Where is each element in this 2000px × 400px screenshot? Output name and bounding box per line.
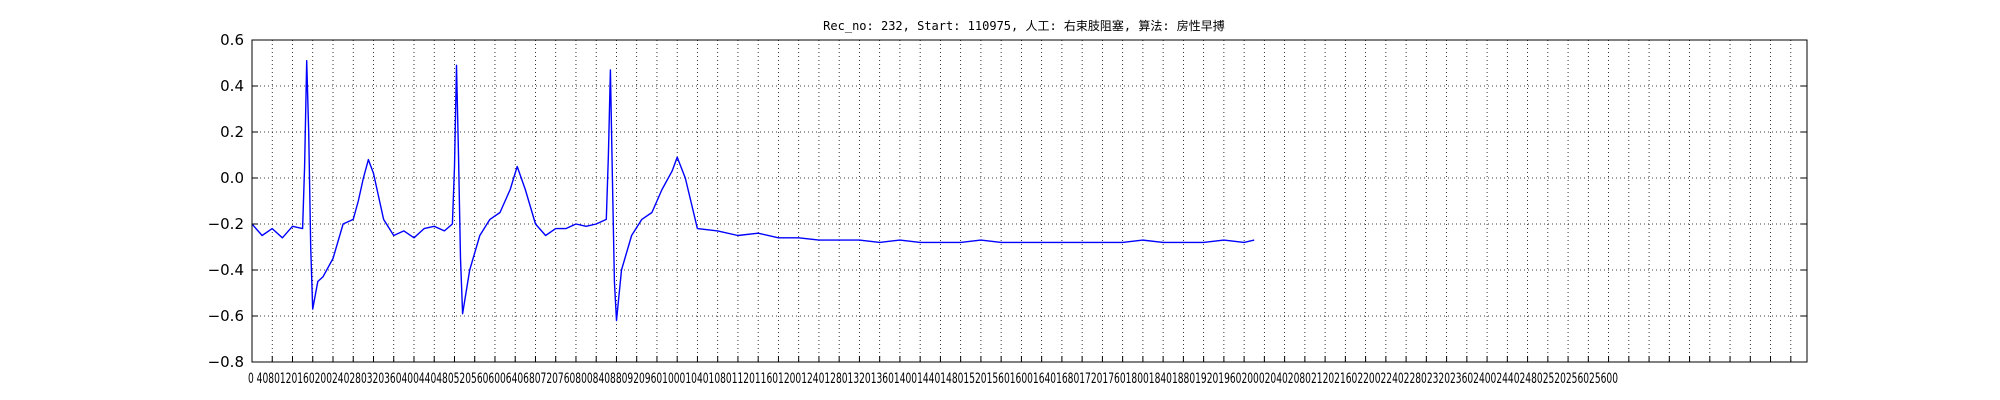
x-axis: 0 40801201602002402803203604004404805205… [248, 356, 1792, 387]
y-tick-label: −0.2 [208, 215, 244, 233]
y-tick-label: −0.6 [208, 307, 244, 325]
plot-frame [251, 39, 1808, 363]
y-tick-label: 0.0 [220, 169, 244, 187]
y-tick-label: 0.4 [220, 77, 244, 95]
y-tick-label: 0.6 [220, 31, 244, 49]
chart-title: Rec_no: 232, Start: 110975, 人工: 右束肢阻塞, 算… [823, 18, 1225, 33]
y-tick-label: 0.2 [220, 123, 244, 141]
series-layer [251, 60, 1255, 322]
grid [252, 39, 1807, 363]
y-tick-label: −0.4 [208, 261, 244, 279]
ecg-series-line [251, 60, 1255, 322]
y-axis: −0.8 −0.6 −0.4 −0.2 0.0 0.2 0.4 0.6 [208, 31, 1807, 371]
x-tick-labels: 0 40801201602002402803203604004404805205… [248, 371, 1618, 387]
y-tick-label: −0.8 [208, 353, 244, 371]
